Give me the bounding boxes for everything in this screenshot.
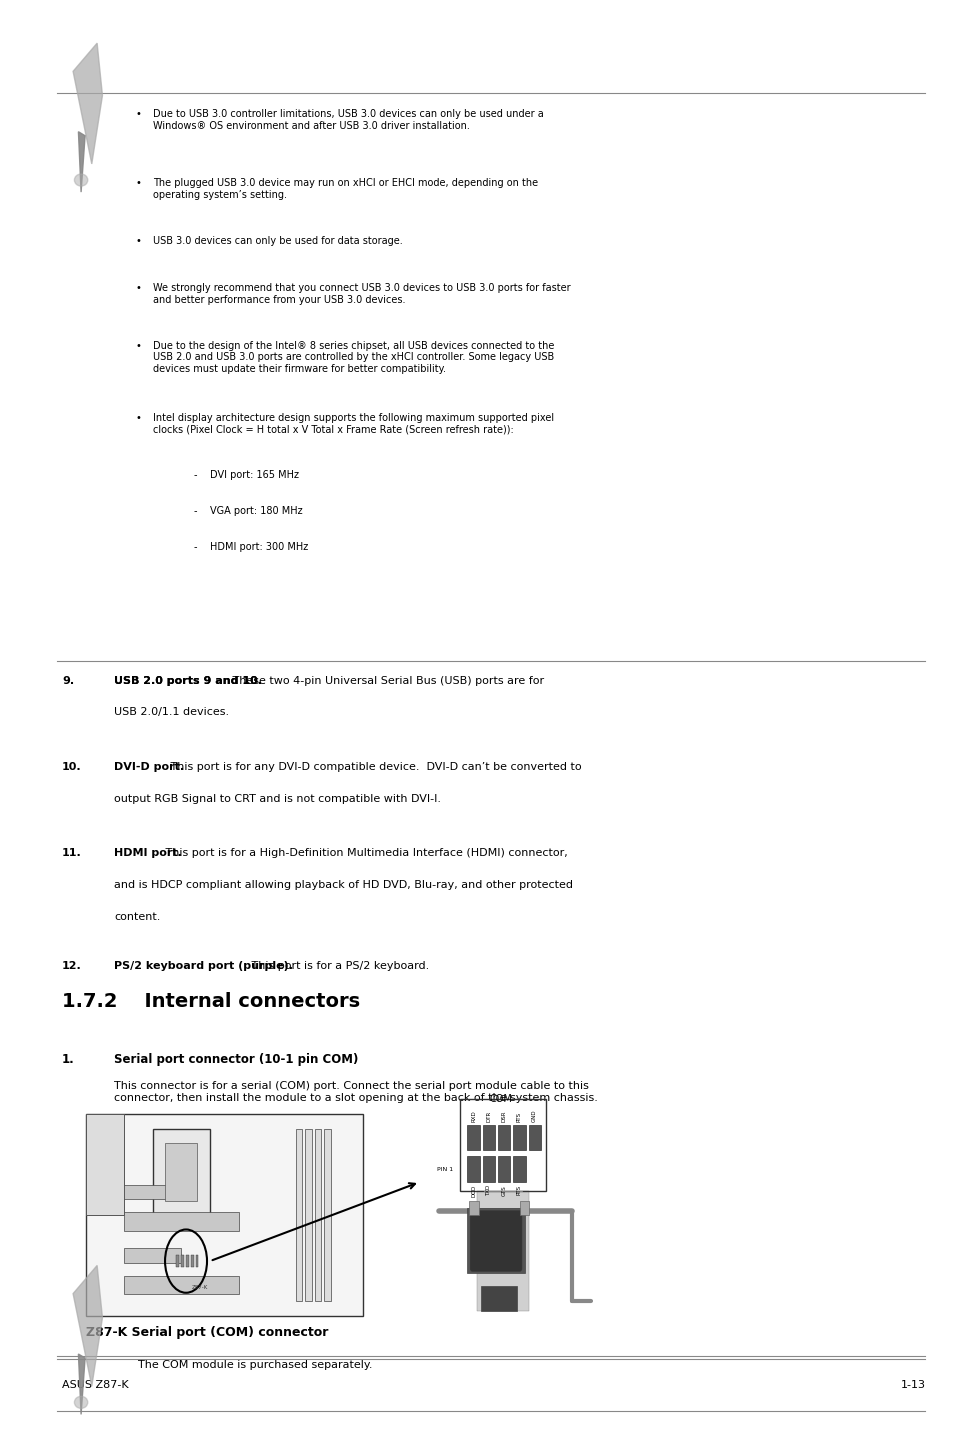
Text: •: •: [135, 109, 141, 119]
Bar: [181, 1255, 184, 1267]
Bar: [482, 1125, 495, 1150]
Text: USB 3.0 devices can only be used for data storage.: USB 3.0 devices can only be used for dat…: [152, 236, 402, 246]
Bar: [305, 1129, 312, 1301]
Bar: [513, 1125, 525, 1150]
Text: Z87-K: Z87-K: [192, 1284, 209, 1290]
Text: USB 2.0 ports 9 and 10.: USB 2.0 ports 9 and 10.: [114, 676, 262, 686]
Text: DVI port: 165 MHz: DVI port: 165 MHz: [210, 470, 298, 480]
FancyBboxPatch shape: [86, 1114, 362, 1316]
Text: GND: GND: [532, 1109, 537, 1122]
Bar: [513, 1156, 525, 1182]
Text: •: •: [135, 341, 141, 351]
Text: DVI-D port.: DVI-D port.: [114, 762, 185, 772]
Bar: [176, 1255, 179, 1267]
Ellipse shape: [74, 1396, 88, 1408]
Text: HDMI port.: HDMI port.: [114, 848, 182, 858]
Text: These two 4-pin Universal Serial Bus (USB) ports are for: These two 4-pin Universal Serial Bus (US…: [229, 676, 543, 686]
Text: PS/2 keyboard port (purple).: PS/2 keyboard port (purple).: [114, 961, 294, 971]
Text: 9.: 9.: [62, 676, 74, 686]
Text: •: •: [135, 283, 141, 293]
Bar: [124, 1185, 181, 1199]
Bar: [295, 1129, 302, 1301]
Bar: [191, 1255, 193, 1267]
Text: PIN 1: PIN 1: [436, 1166, 453, 1172]
Text: GTS: GTS: [501, 1185, 506, 1195]
Text: 11.: 11.: [62, 848, 82, 858]
Text: The plugged USB 3.0 device may run on xHCI or EHCI mode, depending on the
operat: The plugged USB 3.0 device may run on xH…: [152, 178, 537, 200]
Text: content.: content.: [114, 912, 161, 922]
Text: •: •: [135, 178, 141, 188]
Text: 1-13: 1-13: [900, 1380, 924, 1391]
Ellipse shape: [74, 174, 88, 186]
Text: -: -: [193, 470, 197, 480]
Text: Z87-K Serial port (COM) connector: Z87-K Serial port (COM) connector: [86, 1326, 328, 1339]
Bar: [469, 1201, 478, 1215]
Text: Due to USB 3.0 controller limitations, USB 3.0 devices can only be used under a
: Due to USB 3.0 controller limitations, U…: [152, 109, 543, 131]
Text: Serial port connector (10-1 pin COM): Serial port connector (10-1 pin COM): [114, 1053, 358, 1066]
Text: •: •: [135, 413, 141, 423]
Text: Intel display architecture design supports the following maximum supported pixel: Intel display architecture design suppor…: [152, 413, 553, 434]
Text: This port is for a High-Definition Multimedia Interface (HDMI) connector,: This port is for a High-Definition Multi…: [162, 848, 567, 858]
Text: 1.: 1.: [62, 1053, 74, 1066]
Text: 12.: 12.: [62, 961, 82, 971]
Text: and is HDCP compliant allowing playback of HD DVD, Blu-ray, and other protected: and is HDCP compliant allowing playback …: [114, 880, 573, 890]
Text: We strongly recommend that you connect USB 3.0 devices to USB 3.0 ports for fast: We strongly recommend that you connect U…: [152, 283, 570, 305]
Bar: [482, 1156, 495, 1182]
Text: •: •: [135, 236, 141, 246]
Text: DTR: DTR: [486, 1110, 491, 1122]
Bar: [480, 1286, 517, 1311]
Text: VGA port: 180 MHz: VGA port: 180 MHz: [210, 506, 302, 516]
Text: -: -: [193, 506, 197, 516]
Polygon shape: [78, 132, 85, 193]
Bar: [314, 1129, 321, 1301]
Bar: [497, 1156, 510, 1182]
Text: 1.7.2    Internal connectors: 1.7.2 Internal connectors: [62, 992, 360, 1011]
Bar: [528, 1125, 540, 1150]
Bar: [476, 1191, 529, 1311]
Bar: [86, 1114, 124, 1215]
Bar: [152, 1129, 210, 1215]
Text: The COM module is purchased separately.: The COM module is purchased separately.: [138, 1360, 373, 1370]
Text: This connector is for a serial (COM) port. Connect the serial port module cable : This connector is for a serial (COM) por…: [114, 1081, 598, 1103]
Text: RTS: RTS: [517, 1112, 521, 1122]
Bar: [467, 1156, 479, 1182]
Text: RXD: RXD: [471, 1110, 476, 1122]
Polygon shape: [73, 43, 102, 164]
Text: USB 2.0 ports 9 and 10. These two 4-pin Universal Serial Bus (USB) ports are for: USB 2.0 ports 9 and 10. These two 4-pin …: [114, 676, 561, 697]
Text: DCD: DCD: [471, 1185, 476, 1198]
Polygon shape: [73, 1265, 102, 1386]
Bar: [186, 1255, 189, 1267]
FancyBboxPatch shape: [470, 1211, 521, 1271]
Text: ASUS Z87-K: ASUS Z87-K: [62, 1380, 129, 1391]
Bar: [165, 1143, 197, 1201]
Text: This port is for a PS/2 keyboard.: This port is for a PS/2 keyboard.: [248, 961, 429, 971]
Polygon shape: [78, 1355, 85, 1415]
Text: -: -: [193, 542, 197, 552]
Text: 10.: 10.: [62, 762, 82, 772]
Text: COM: COM: [489, 1094, 512, 1104]
Bar: [324, 1129, 331, 1301]
Text: HDMI port: 300 MHz: HDMI port: 300 MHz: [210, 542, 308, 552]
Bar: [124, 1248, 181, 1263]
Text: TXD: TXD: [486, 1185, 491, 1196]
Text: output RGB Signal to CRT and is not compatible with DVI-I.: output RGB Signal to CRT and is not comp…: [114, 794, 441, 804]
Bar: [124, 1212, 238, 1231]
Bar: [497, 1125, 510, 1150]
Text: RTS: RTS: [517, 1185, 521, 1195]
Text: This port is for any DVI-D compatible device.  DVI-D can’t be converted to: This port is for any DVI-D compatible de…: [167, 762, 581, 772]
Text: USB 2.0 ports 9 and 10.: USB 2.0 ports 9 and 10.: [114, 676, 262, 686]
Bar: [459, 1099, 545, 1191]
Text: DSR: DSR: [501, 1110, 506, 1122]
Bar: [467, 1125, 479, 1150]
Text: USB 2.0/1.1 devices.: USB 2.0/1.1 devices.: [114, 707, 230, 718]
Text: Due to the design of the Intel® 8 series chipset, all USB devices connected to t: Due to the design of the Intel® 8 series…: [152, 341, 554, 374]
Bar: [519, 1201, 529, 1215]
Bar: [195, 1255, 198, 1267]
Bar: [124, 1276, 238, 1294]
Bar: [467, 1208, 524, 1273]
